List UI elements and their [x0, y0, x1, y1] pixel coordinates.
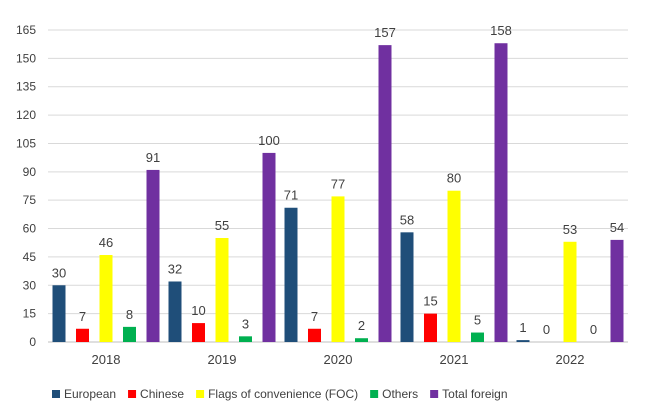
data-label: 7	[79, 309, 86, 324]
bar-others-2019	[239, 336, 252, 342]
y-tick-label: 75	[23, 193, 37, 207]
bar-total-foreign-2020	[378, 45, 392, 343]
bar-chinese-2021	[424, 313, 437, 342]
data-label: 54	[610, 220, 624, 235]
x-axis-ticks: 2018 2019 2020 2021 2022	[92, 352, 585, 367]
y-tick-label: 135	[16, 80, 36, 94]
legend-swatch	[52, 390, 60, 398]
y-tick-label: 0	[29, 335, 36, 349]
bar-chinese-2019	[192, 323, 205, 342]
legend-label: Others	[382, 387, 418, 401]
data-label: 53	[563, 222, 577, 237]
x-tick-label: 2022	[556, 352, 585, 367]
bar-flags-of-convenience-foc-2019	[215, 238, 229, 342]
bar-flags-of-convenience-foc-2018	[99, 255, 113, 342]
data-label: 10	[191, 303, 205, 318]
bar-total-foreign-2019	[262, 152, 276, 342]
y-axis-ticks: 0 15 30 45 60 75 90 105 120 135 150 165	[16, 23, 36, 349]
x-tick-label: 2018	[92, 352, 121, 367]
legend-label: European	[64, 387, 116, 401]
bar-others-2021	[471, 332, 484, 342]
y-tick-label: 120	[16, 108, 36, 122]
data-label: 91	[146, 150, 160, 165]
bar-chinese-2020	[308, 328, 321, 342]
legend: European Chinese Flags of convenience (FOC…	[52, 387, 508, 401]
legend-swatch	[128, 390, 137, 398]
bar-european-2018	[52, 285, 66, 342]
y-tick-label: 150	[16, 51, 36, 65]
bars	[52, 43, 624, 343]
data-label: 71	[284, 188, 298, 203]
data-label: 55	[215, 218, 229, 233]
data-label: 7	[311, 309, 318, 324]
y-tick-label: 30	[23, 278, 37, 292]
data-label: 3	[242, 316, 249, 331]
y-tick-label: 165	[16, 23, 36, 37]
data-label: 0	[543, 322, 550, 337]
bar-european-2020	[284, 207, 298, 342]
legend-swatch	[430, 390, 439, 398]
y-tick-label: 105	[16, 136, 36, 150]
x-tick-label: 2019	[208, 352, 237, 367]
y-tick-label: 45	[23, 250, 37, 264]
bar-total-foreign-2022	[610, 239, 624, 342]
bar-european-2021	[400, 232, 414, 342]
y-tick-label: 60	[23, 222, 37, 236]
data-label: 2	[358, 318, 365, 333]
data-label: 0	[590, 322, 597, 337]
x-tick-label: 2020	[324, 352, 353, 367]
data-label: 158	[490, 23, 512, 38]
bar-others-2020	[355, 338, 368, 342]
data-label: 8	[126, 307, 133, 322]
bar-european-2022	[516, 340, 530, 342]
data-label: 77	[331, 176, 345, 191]
data-label: 80	[447, 171, 461, 186]
data-label: 58	[400, 212, 414, 227]
legend-label: Chinese	[140, 387, 184, 401]
legend-label: Total foreign	[442, 387, 507, 401]
data-label: 46	[99, 235, 113, 250]
legend-swatch	[196, 390, 205, 398]
y-tick-label: 90	[23, 165, 37, 179]
legend-swatch	[370, 390, 379, 398]
bar-flags-of-convenience-foc-2020	[331, 196, 345, 342]
data-label: 30	[52, 265, 66, 280]
data-label: 5	[474, 313, 481, 328]
bar-others-2018	[123, 326, 136, 342]
bar-flags-of-convenience-foc-2021	[447, 190, 461, 342]
x-tick-label: 2021	[440, 352, 469, 367]
data-label: 100	[258, 133, 280, 148]
y-tick-label: 15	[23, 307, 37, 321]
bar-flags-of-convenience-foc-2022	[563, 241, 577, 342]
bar-european-2019	[168, 281, 182, 342]
data-label: 1	[519, 320, 526, 335]
bar-total-foreign-2018	[146, 169, 160, 342]
data-label: 32	[168, 261, 182, 276]
bar-chinese-2018	[76, 328, 89, 342]
data-label: 15	[423, 294, 437, 309]
bar-total-foreign-2021	[494, 43, 508, 343]
legend-label: Flags of convenience (FOC)	[208, 387, 358, 401]
data-label: 157	[374, 25, 396, 40]
